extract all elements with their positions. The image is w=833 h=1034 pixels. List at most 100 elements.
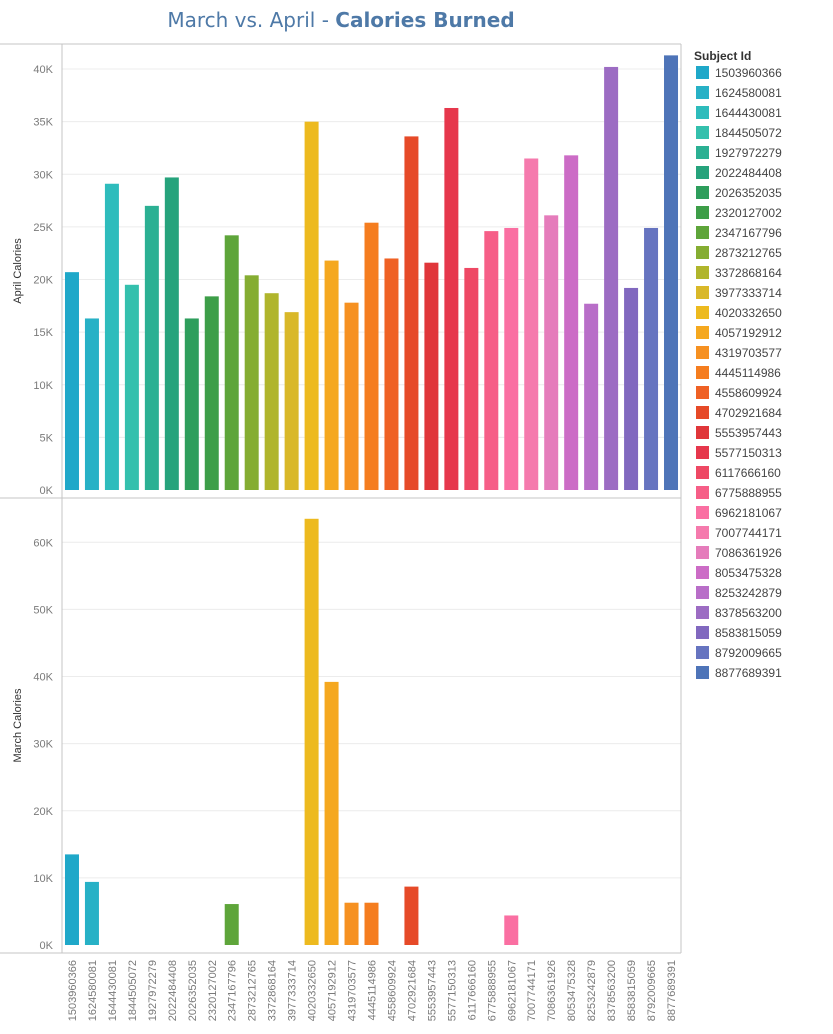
legend-item-label[interactable]: 4319703577 [715,346,782,360]
bar[interactable] [484,231,499,490]
legend-item-label[interactable]: 5577150313 [715,446,782,460]
legend-swatch[interactable] [696,606,709,619]
legend-item-label[interactable]: 3977333714 [715,286,782,300]
legend-item-label[interactable]: 1644430081 [715,106,782,120]
bar[interactable] [444,107,459,490]
legend-item-label[interactable]: 2320127002 [715,206,782,220]
bar[interactable] [504,227,519,490]
bar[interactable] [84,318,99,490]
bar[interactable] [424,262,439,490]
bar[interactable] [364,222,379,490]
legend-swatch[interactable] [696,566,709,579]
bar[interactable] [324,681,339,945]
bar[interactable] [664,55,679,490]
legend-swatch[interactable] [696,206,709,219]
legend-swatch[interactable] [696,366,709,379]
bar[interactable] [284,312,299,490]
legend-item-label[interactable]: 4445114986 [715,366,781,380]
bar[interactable] [244,275,259,490]
bar[interactable] [224,235,239,490]
legend-swatch[interactable] [696,266,709,279]
bar[interactable] [384,258,399,490]
legend-swatch[interactable] [696,646,709,659]
legend-swatch[interactable] [696,86,709,99]
bar[interactable] [304,518,319,945]
legend-item-label[interactable]: 1503960366 [715,66,782,80]
legend-item-label[interactable]: 4702921684 [715,406,782,420]
bar[interactable] [124,284,139,490]
bar[interactable] [164,177,179,490]
bar[interactable] [624,287,639,490]
bar[interactable] [304,121,319,491]
legend-swatch[interactable] [696,626,709,639]
legend-item-label[interactable]: 4057192912 [715,326,782,340]
legend-swatch[interactable] [696,426,709,439]
legend-item-label[interactable]: 1927972279 [715,146,782,160]
legend-swatch[interactable] [696,326,709,339]
legend-item-label[interactable]: 2026352035 [715,186,782,200]
bar[interactable] [64,272,79,490]
bar[interactable] [584,303,599,490]
bar[interactable] [524,158,539,491]
legend[interactable]: Subject Id 1503960366 1624580081 164443008… [694,49,782,680]
legend-item-label[interactable]: 3372868164 [715,266,782,280]
legend-swatch[interactable] [696,166,709,179]
bar[interactable] [84,881,99,945]
bar[interactable] [464,267,479,490]
bar[interactable] [544,215,559,491]
legend-item-label[interactable]: 8053475328 [715,566,782,580]
legend-item-label[interactable]: 1844505072 [715,126,782,140]
legend-swatch[interactable] [696,406,709,419]
bar[interactable] [144,205,159,490]
bar[interactable] [224,904,239,945]
legend-swatch[interactable] [696,486,709,499]
legend-item-label[interactable]: 8792009665 [715,646,782,660]
bar[interactable] [344,902,359,945]
bar[interactable] [404,136,419,490]
legend-swatch[interactable] [696,226,709,239]
legend-swatch[interactable] [696,66,709,79]
bar[interactable] [604,66,619,490]
legend-item-label[interactable]: 5553957443 [715,426,782,440]
legend-item-label[interactable]: 8877689391 [715,666,782,680]
legend-swatch[interactable] [696,666,709,679]
bar[interactable] [64,854,79,945]
legend-item-label[interactable]: 8378563200 [715,606,782,620]
legend-swatch[interactable] [696,506,709,519]
legend-item-label[interactable]: 2347167796 [715,226,782,240]
legend-item-label[interactable]: 8253242879 [715,586,782,600]
legend-item-label[interactable]: 4020332650 [715,306,782,320]
bar[interactable] [104,183,119,490]
legend-swatch[interactable] [696,306,709,319]
legend-swatch[interactable] [696,466,709,479]
bar[interactable] [344,302,359,490]
legend-item-label[interactable]: 1624580081 [715,86,782,100]
legend-item-label[interactable]: 7007744171 [715,526,782,540]
bar[interactable] [204,296,219,490]
bar[interactable] [644,227,659,490]
legend-swatch[interactable] [696,586,709,599]
legend-item-label[interactable]: 7086361926 [715,546,782,560]
legend-item-label[interactable]: 2873212765 [715,246,782,260]
legend-swatch[interactable] [696,346,709,359]
legend-item-label[interactable]: 4558609924 [715,386,782,400]
legend-item-label[interactable]: 2022484408 [715,166,782,180]
legend-swatch[interactable] [696,126,709,139]
bar[interactable] [324,260,339,490]
bar[interactable] [364,902,379,945]
legend-swatch[interactable] [696,286,709,299]
legend-item-label[interactable]: 6775888955 [715,486,782,500]
bar[interactable] [404,886,419,945]
legend-swatch[interactable] [696,446,709,459]
bar[interactable] [184,318,199,490]
bar[interactable] [504,915,519,945]
legend-swatch[interactable] [696,146,709,159]
legend-swatch[interactable] [696,186,709,199]
legend-item-label[interactable]: 6117666160 [715,466,781,480]
legend-item-label[interactable]: 6962181067 [715,506,782,520]
legend-swatch[interactable] [696,526,709,539]
bar[interactable] [264,293,279,490]
legend-swatch[interactable] [696,546,709,559]
bar[interactable] [564,155,579,491]
legend-swatch[interactable] [696,246,709,259]
